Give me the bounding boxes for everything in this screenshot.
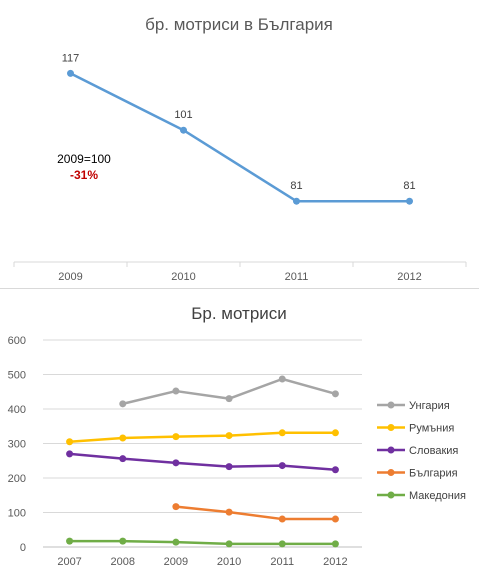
- data-point: [331, 390, 339, 398]
- data-label: 117: [62, 52, 80, 64]
- data-point: [225, 463, 233, 471]
- y-tick-label: 300: [8, 439, 26, 451]
- percent-change-label: -31%: [69, 168, 98, 182]
- series-lines: [66, 375, 339, 548]
- data-point: [331, 429, 339, 437]
- legend-swatch-marker: [387, 469, 395, 476]
- data-point: [119, 400, 127, 408]
- x-tick-label: 2011: [285, 271, 309, 283]
- data-point: [225, 395, 233, 403]
- data-label: 81: [290, 180, 302, 192]
- data-point: [278, 515, 286, 523]
- data-label: 81: [403, 180, 415, 192]
- data-point: [278, 429, 286, 437]
- data-point: [172, 538, 180, 546]
- data-label: 101: [174, 109, 192, 121]
- series-line: [69, 72, 410, 203]
- gridlines: [43, 339, 362, 548]
- data-point: [172, 433, 180, 441]
- legend-swatch-marker: [387, 424, 395, 431]
- data-point: [66, 537, 74, 545]
- y-tick-label: 0: [20, 542, 26, 554]
- data-point: [293, 197, 300, 205]
- x-tick-label: 2008: [111, 556, 135, 568]
- y-tick-label: 400: [8, 404, 26, 416]
- data-point: [67, 69, 74, 77]
- x-tick-labels: 2009 2010 2011 2012: [58, 271, 421, 283]
- x-tick-label: 2010: [217, 556, 241, 568]
- y-tick-label: 500: [8, 370, 26, 382]
- x-tick-label: 2012: [397, 271, 421, 283]
- data-point: [278, 462, 286, 470]
- chart-title: бр. мотриси в България: [145, 15, 333, 34]
- legend-label: Унгария: [409, 400, 450, 412]
- series-line: [69, 539, 336, 546]
- data-point: [119, 455, 127, 463]
- legend-swatch-marker: [387, 401, 395, 409]
- series-line: [67, 69, 413, 205]
- data-point: [406, 197, 413, 205]
- data-point: [172, 459, 180, 467]
- series-line: [69, 452, 336, 471]
- legend: Унгария Румъния Словакия България Македония: [377, 400, 466, 502]
- x-tick-label: 2009: [58, 271, 82, 283]
- x-tick-label: 2010: [171, 271, 195, 283]
- x-axis: [13, 261, 467, 267]
- x-tick-label: 2012: [323, 556, 347, 568]
- data-point: [225, 432, 233, 440]
- data-point: [225, 540, 233, 548]
- y-tick-label: 100: [8, 508, 26, 520]
- x-tick-label: 2007: [57, 556, 81, 568]
- legend-label: Македония: [409, 490, 466, 502]
- index-base-label: 2009=100: [57, 152, 111, 166]
- data-point: [180, 126, 187, 134]
- data-point: [66, 450, 74, 458]
- legend-label: България: [409, 468, 458, 480]
- series-line: [175, 505, 336, 521]
- x-tick-label: 2011: [270, 556, 294, 568]
- series-line: [69, 431, 336, 444]
- line-chart-comparison: Бр. мотриси 0 100 200 300 400 500 600 2007 2008…: [8, 304, 466, 568]
- data-point: [278, 375, 286, 383]
- data-point: [331, 466, 339, 474]
- x-tick-labels: 2007 2008 2009 2010 2011 2012: [57, 556, 347, 568]
- legend-label: Словакия: [409, 445, 458, 457]
- index-annotation: 2009=100 -31%: [42, 152, 126, 182]
- legend-swatch-marker: [387, 446, 395, 454]
- data-point: [119, 537, 127, 545]
- legend-swatch-marker: [387, 491, 395, 499]
- data-point: [119, 434, 127, 442]
- data-point: [331, 515, 339, 523]
- y-tick-labels: 0 100 200 300 400 500 600: [8, 335, 26, 554]
- data-point: [331, 540, 339, 548]
- data-point: [172, 503, 180, 511]
- chart-panel-top: бр. мотриси в България 117 101 81 81 2009 20…: [0, 0, 479, 289]
- data-point: [172, 387, 180, 395]
- x-tick-label: 2009: [164, 556, 188, 568]
- data-point: [225, 508, 233, 516]
- chart-panel-bottom: Бр. мотриси 0 100 200 300 400 500 600 2007 2008…: [0, 289, 479, 579]
- legend-label: Румъния: [409, 423, 454, 435]
- data-point: [66, 438, 74, 446]
- data-labels: 117 101 81 81: [62, 52, 416, 192]
- panel-divider: [0, 288, 479, 289]
- data-point: [278, 540, 286, 548]
- y-tick-label: 600: [8, 335, 26, 347]
- chart-title: Бр. мотриси: [191, 304, 287, 323]
- y-tick-label: 200: [8, 473, 26, 485]
